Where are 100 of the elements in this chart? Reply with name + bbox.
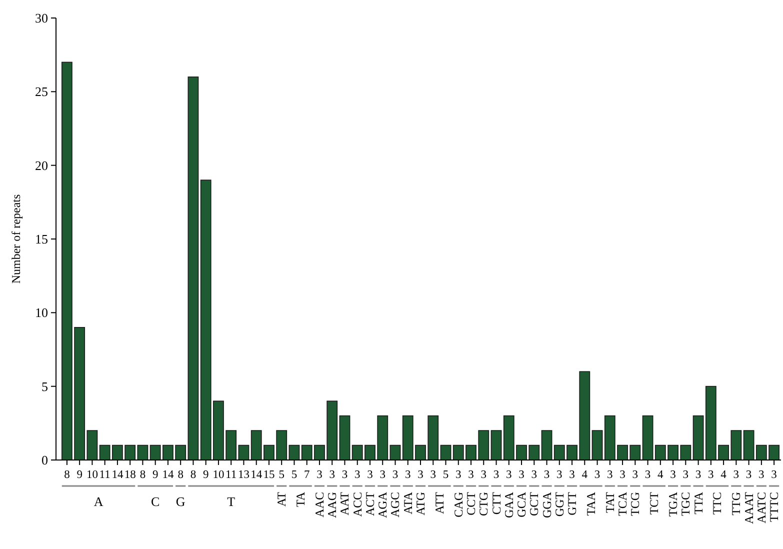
text: GGT (552, 491, 566, 517)
text: TTA (691, 492, 706, 514)
x-tick-label: 3 (329, 469, 336, 481)
bar (692, 415, 704, 460)
x-tick-label: 10 (212, 469, 224, 481)
text: T (227, 494, 236, 509)
x-tick-label: 3 (392, 469, 398, 481)
x-tick-label: 3 (746, 469, 752, 481)
x-tick-label: 3 (316, 469, 323, 481)
text: TGA (666, 492, 680, 517)
text: ATA (400, 492, 415, 514)
bar (238, 444, 250, 460)
text: TA (294, 492, 308, 508)
x-tick-label: 3 (544, 469, 550, 481)
x-tick-label: 11 (226, 469, 237, 481)
x-tick-label: 5 (291, 469, 298, 481)
x-tick-label: 3 (493, 469, 500, 481)
x-tick-label: 4 (720, 469, 727, 481)
x-tick-label: 13 (238, 469, 250, 481)
y-axis-title: Number of repeats (9, 194, 23, 284)
x-tick-label: 9 (76, 469, 83, 481)
text: ATT (432, 491, 446, 514)
x-tick-label: 3 (771, 469, 778, 481)
x-tick-label: 3 (695, 469, 702, 481)
text: CCT (464, 491, 478, 516)
text: TTC (710, 492, 724, 515)
x-tick-label: 3 (480, 469, 487, 481)
x-tick-label: 14 (250, 469, 262, 481)
y-tick-label: 30 (35, 10, 48, 26)
x-tick-label: 14 (112, 469, 124, 481)
text: GTT (565, 491, 580, 516)
text: TCA (616, 492, 630, 516)
bar (541, 430, 552, 460)
x-tick-label: 4 (582, 469, 588, 481)
x-tick-label: 18 (124, 469, 136, 481)
text: TTTC (767, 492, 782, 522)
bar (137, 444, 148, 460)
x-tick-label: 14 (162, 469, 174, 481)
text: AAT (338, 491, 352, 516)
bar (288, 444, 300, 460)
x-tick-label: 15 (263, 469, 275, 481)
x-tick-label: 3 (468, 469, 474, 481)
x-tick-label: 8 (140, 469, 146, 481)
x-tick-label: 3 (632, 469, 638, 481)
text: C (151, 494, 160, 509)
y-tick-label: 25 (35, 84, 48, 100)
x-tick-label: 8 (178, 469, 184, 481)
y-tick-label: 15 (35, 232, 48, 247)
x-tick-label: 3 (682, 469, 689, 481)
y-tick-label: 20 (35, 158, 48, 173)
x-tick-label: 10 (86, 469, 98, 481)
text: TGC (678, 492, 693, 516)
text: ATG (414, 492, 428, 516)
text: AGA (376, 492, 390, 518)
x-tick-label: 3 (418, 469, 424, 481)
x-tick-label: 5 (442, 469, 449, 481)
x-tick-label: 3 (733, 469, 740, 481)
text: G (176, 494, 186, 509)
x-tick-label: 3 (342, 469, 348, 481)
bar (642, 415, 654, 460)
x-tick-label: 3 (670, 469, 676, 481)
x-tick-label: 3 (531, 469, 538, 481)
x-tick-label: 3 (620, 469, 626, 481)
x-tick-label: 3 (758, 469, 765, 481)
y-tick-label: 5 (42, 378, 48, 394)
x-tick-label: 3 (506, 469, 512, 481)
text: GAA (502, 492, 516, 518)
x-tick-label: 8 (64, 469, 70, 481)
text: CTT (489, 491, 504, 515)
x-tick-label: 3 (354, 469, 360, 481)
text: AAAT (742, 491, 756, 524)
x-tick-label: 3 (644, 469, 651, 481)
x-tick-label: 3 (456, 469, 462, 481)
text: A (94, 494, 104, 509)
x-tick-label: 3 (569, 469, 576, 481)
text: AAC (312, 492, 326, 518)
text: TCT (647, 491, 662, 515)
text: CTG (476, 492, 491, 516)
text: ACT (362, 491, 377, 516)
x-tick-label: 7 (304, 469, 310, 481)
text: AAG (325, 492, 340, 518)
bar (188, 76, 199, 460)
text: TAT (602, 491, 617, 514)
text: TCG (628, 492, 642, 516)
x-tick-label: 11 (99, 469, 111, 481)
x-tick-label: 8 (190, 469, 196, 481)
text: TTG (729, 492, 744, 516)
x-tick-label: 3 (594, 469, 600, 481)
x-tick-label: 3 (405, 469, 411, 481)
x-tick-label: 3 (607, 469, 614, 481)
text: GGA (540, 492, 554, 518)
text: AT (274, 491, 289, 507)
y-tick-label: 10 (35, 305, 48, 320)
text: ACC (350, 492, 364, 517)
x-tick-label: 3 (518, 469, 525, 481)
text: AGC (388, 492, 402, 518)
x-tick-label: 3 (430, 469, 436, 481)
y-tick-label: 0 (42, 452, 48, 468)
x-tick-label: 3 (380, 469, 386, 481)
x-tick-label: 9 (202, 469, 209, 481)
